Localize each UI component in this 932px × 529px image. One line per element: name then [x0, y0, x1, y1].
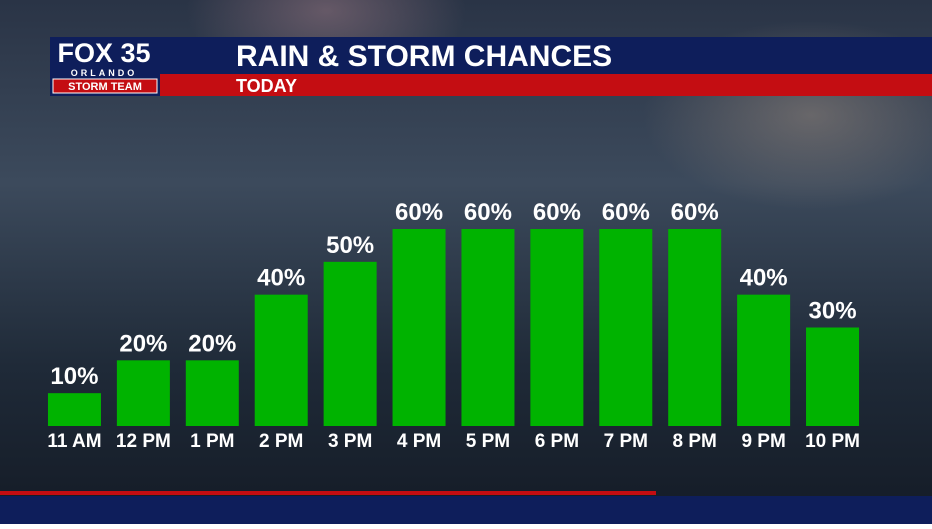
bar — [47, 393, 101, 426]
bar — [254, 294, 308, 426]
bar — [461, 229, 515, 426]
x-tick-label: 4 PM — [397, 431, 441, 452]
x-tick-label: 9 PM — [741, 431, 785, 452]
value-label: 60% — [464, 199, 512, 226]
bar — [806, 327, 860, 426]
logo-city: ORLANDO — [71, 68, 138, 78]
bar — [116, 360, 170, 426]
bar — [392, 229, 446, 426]
value-label: 60% — [395, 199, 443, 226]
x-tick-label: 12 PM — [116, 431, 171, 452]
value-label: 40% — [257, 265, 305, 292]
x-tick-label: 6 PM — [535, 431, 579, 452]
x-tick-label: 3 PM — [328, 431, 372, 452]
value-label: 20% — [119, 330, 167, 357]
x-tick-label: 1 PM — [190, 431, 234, 452]
subtitle-band — [160, 74, 932, 96]
x-tick-label: 2 PM — [259, 431, 303, 452]
logo-station: FOX 35 — [57, 38, 150, 68]
value-label: 30% — [809, 298, 857, 325]
logo-team-box — [52, 78, 158, 94]
bottom-stripe — [0, 491, 656, 495]
value-label: 60% — [671, 199, 719, 226]
value-label: 50% — [326, 232, 374, 259]
value-label: 10% — [50, 363, 98, 390]
x-tick-label: 8 PM — [673, 431, 717, 452]
title-band — [160, 37, 932, 74]
logo-team: STORM TEAM — [68, 81, 142, 93]
chart-subtitle: TODAY — [236, 76, 297, 96]
x-tick-label: 10 PM — [805, 431, 860, 452]
bar — [737, 294, 791, 426]
value-label: 20% — [188, 330, 236, 357]
bottom-band — [0, 496, 932, 524]
bar — [599, 229, 653, 426]
bar — [323, 261, 377, 426]
value-label: 40% — [740, 265, 788, 292]
x-tick-label: 11 AM — [47, 431, 101, 452]
bar — [185, 360, 239, 426]
value-label: 60% — [533, 199, 581, 226]
x-tick-label: 5 PM — [466, 431, 510, 452]
bar — [668, 229, 722, 426]
value-label: 60% — [602, 199, 650, 226]
bar — [530, 229, 584, 426]
x-tick-label: 7 PM — [604, 431, 648, 452]
chart-title: RAIN & STORM CHANCES — [236, 40, 612, 73]
